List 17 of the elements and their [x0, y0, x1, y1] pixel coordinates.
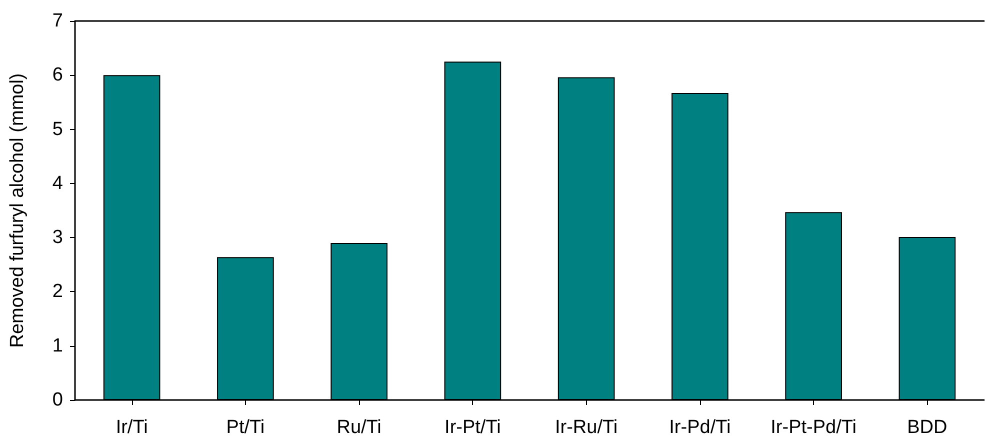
- x-tick-label: Ir-Pt/Ti: [444, 417, 501, 438]
- y-tick-label: 3: [52, 227, 63, 248]
- x-tick-label: Ir-Pt-Pd/Ti: [770, 417, 856, 438]
- y-tick-label: 5: [52, 118, 63, 140]
- x-tick-label: Ir-Pd/Ti: [669, 417, 731, 438]
- x-tick-label: Ir/Ti: [116, 417, 148, 438]
- x-tick-label: Ru/Ti: [336, 417, 382, 438]
- y-tick-label: 6: [52, 64, 63, 86]
- y-tick-label: 0: [52, 390, 63, 410]
- y-tick-label: 2: [52, 281, 63, 302]
- y-tick-label: 1: [52, 335, 63, 356]
- x-tick-label: Ir-Ru/Ti: [555, 417, 618, 438]
- y-tick-label: 4: [52, 172, 64, 194]
- y-tick-label: 7: [52, 10, 63, 32]
- x-tick-label: BDD: [907, 417, 948, 438]
- x-tick-label: Pt/Ti: [226, 417, 265, 438]
- y-axis-title: Removed furfuryl alcohol (mmol): [7, 73, 28, 348]
